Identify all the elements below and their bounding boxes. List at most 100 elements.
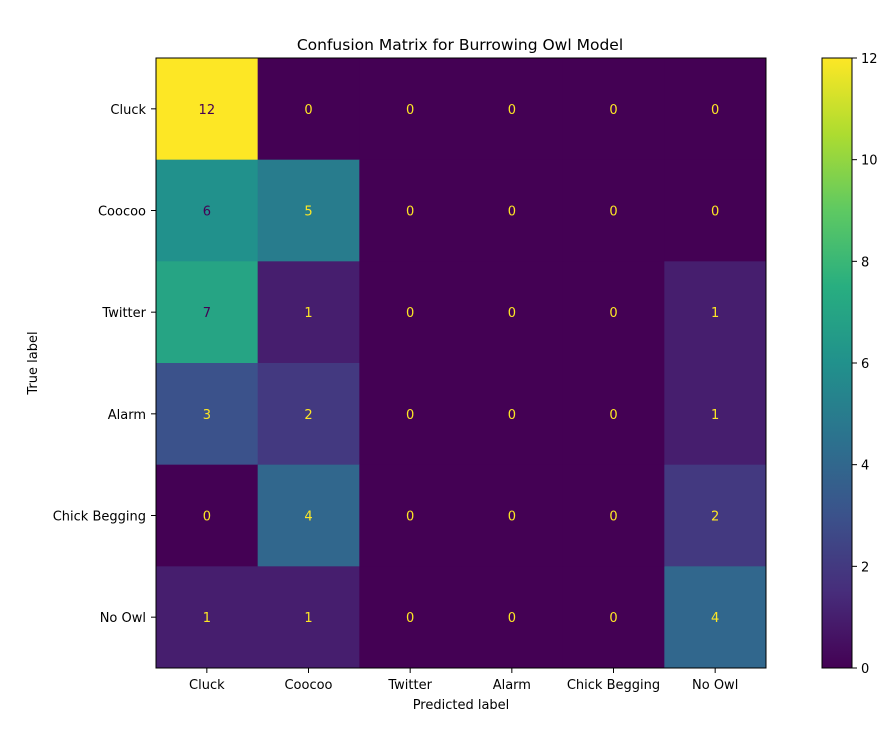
cell-value-label: 0 [508,306,516,321]
colorbar-tick-label: 8 [861,255,869,270]
cell-value-label: 1 [711,408,719,423]
cell-value-label: 7 [203,306,211,321]
cell-value-label: 0 [406,205,414,220]
cell-value-label: 0 [304,103,312,118]
heatmap-cell [257,261,360,364]
x-tick-label: Chick Begging [567,678,660,693]
heatmap-cell [664,58,767,161]
x-tick-label: Alarm [493,678,531,693]
heatmap-cell [562,464,665,567]
cell-value-label: 5 [304,205,312,220]
cell-value-label: 2 [304,408,312,423]
colorbar-tick-label: 12 [861,52,878,67]
colorbar-tick-label: 6 [861,357,869,372]
cell-value-label: 0 [711,103,719,118]
cell-value-label: 0 [406,408,414,423]
heatmap-cell [461,58,564,161]
heatmap-cell [664,261,767,364]
heatmap-cell [257,58,360,161]
cell-value-label: 0 [609,510,617,525]
heatmap-cell [156,363,259,466]
heatmap-cell [257,363,360,466]
y-tick-label: Alarm [108,408,146,423]
x-tick-label: Twitter [387,678,432,693]
cell-value-label: 0 [508,205,516,220]
heatmap-cell [359,159,462,262]
cell-value-label: 2 [711,510,719,525]
heatmap-cell [461,159,564,262]
cell-value-label: 0 [609,103,617,118]
y-tick-label: Cluck [110,103,146,118]
heatmap-cell [664,363,767,466]
heatmap-cell [156,464,259,567]
heatmap-cell [562,363,665,466]
heatmap-cell [562,261,665,364]
plot-frame [155,57,767,669]
colorbar-tick-label: 0 [861,662,869,677]
cell-value-label: 0 [609,611,617,626]
y-axis-ticks: Cluck Coocoo Twitter Alarm Chick Begging No O… [53,103,156,626]
y-tick-label: Twitter [101,306,146,321]
colorbar-ticks: 0 2 4 6 8 10 12 [852,52,878,677]
cell-value-label: 1 [711,306,719,321]
y-tick-label: No Owl [100,611,146,626]
heatmap-cell [359,363,462,466]
cell-value-label: 0 [406,510,414,525]
cell-value-label: 0 [711,205,719,220]
cell-value-label: 0 [508,408,516,423]
x-tick-label: Coocoo [284,678,332,693]
cell-value-label: 0 [609,306,617,321]
heatmap-cells [156,58,767,669]
heatmap-cell [664,159,767,262]
colorbar-tick-label: 10 [861,154,878,169]
cell-value-label: 0 [406,306,414,321]
heatmap-cell [257,159,360,262]
cell-value-label: 0 [508,103,516,118]
heatmap-cell [461,464,564,567]
cell-value-label: 0 [406,103,414,118]
cell-value-label: 1 [304,306,312,321]
cell-value-label: 6 [203,205,211,220]
cell-value-label: 1 [304,611,312,626]
colorbar-tick-label: 4 [861,459,869,474]
cell-value-label: 4 [304,510,312,525]
heatmap-cell [359,464,462,567]
heatmap-cell [562,566,665,669]
y-tick-label: Chick Begging [53,510,146,525]
heatmap-cell [562,58,665,161]
colorbar [821,57,853,669]
heatmap-cell [562,159,665,262]
heatmap-cell [359,566,462,669]
x-axis-ticks: Cluck Coocoo Twitter Alarm Chick Begging No O… [189,668,738,693]
heatmap-cell [359,58,462,161]
heatmap-cell [156,58,259,161]
heatmap-cell [664,464,767,567]
heatmap-cell [461,566,564,669]
cell-value-label: 3 [203,408,211,423]
x-axis-label: Predicted label [413,698,510,713]
heatmap-cell [461,363,564,466]
heatmap-cell [156,261,259,364]
cell-value-label: 0 [609,205,617,220]
heatmap-cell [257,464,360,567]
y-tick-label: Coocoo [98,205,146,220]
x-tick-label: No Owl [692,678,738,693]
cell-value-label: 0 [609,408,617,423]
heatmap-cell [461,261,564,364]
cell-value-label: 0 [508,611,516,626]
cell-value-label: 1 [203,611,211,626]
heatmap-cell [257,566,360,669]
cell-value-label: 0 [203,510,211,525]
heatmap-cell [359,261,462,364]
y-axis-label: True label [26,331,41,395]
colorbar-tick-label: 2 [861,560,869,575]
heatmap-cell [664,566,767,669]
chart-title: Confusion Matrix for Burrowing Owl Model [297,36,623,54]
cell-value-label: 4 [711,611,719,626]
cell-value-labels: 12 0 0 0 0 0 6 5 0 0 0 0 7 1 0 0 0 1 3 2 0 0 0 1 0 4 0 0 0 2 1 1 0 0 0 4 [199,103,720,626]
cell-value-label: 12 [199,103,216,118]
heatmap-cell [156,159,259,262]
x-tick-label: Cluck [189,678,225,693]
heatmap-cell [156,566,259,669]
